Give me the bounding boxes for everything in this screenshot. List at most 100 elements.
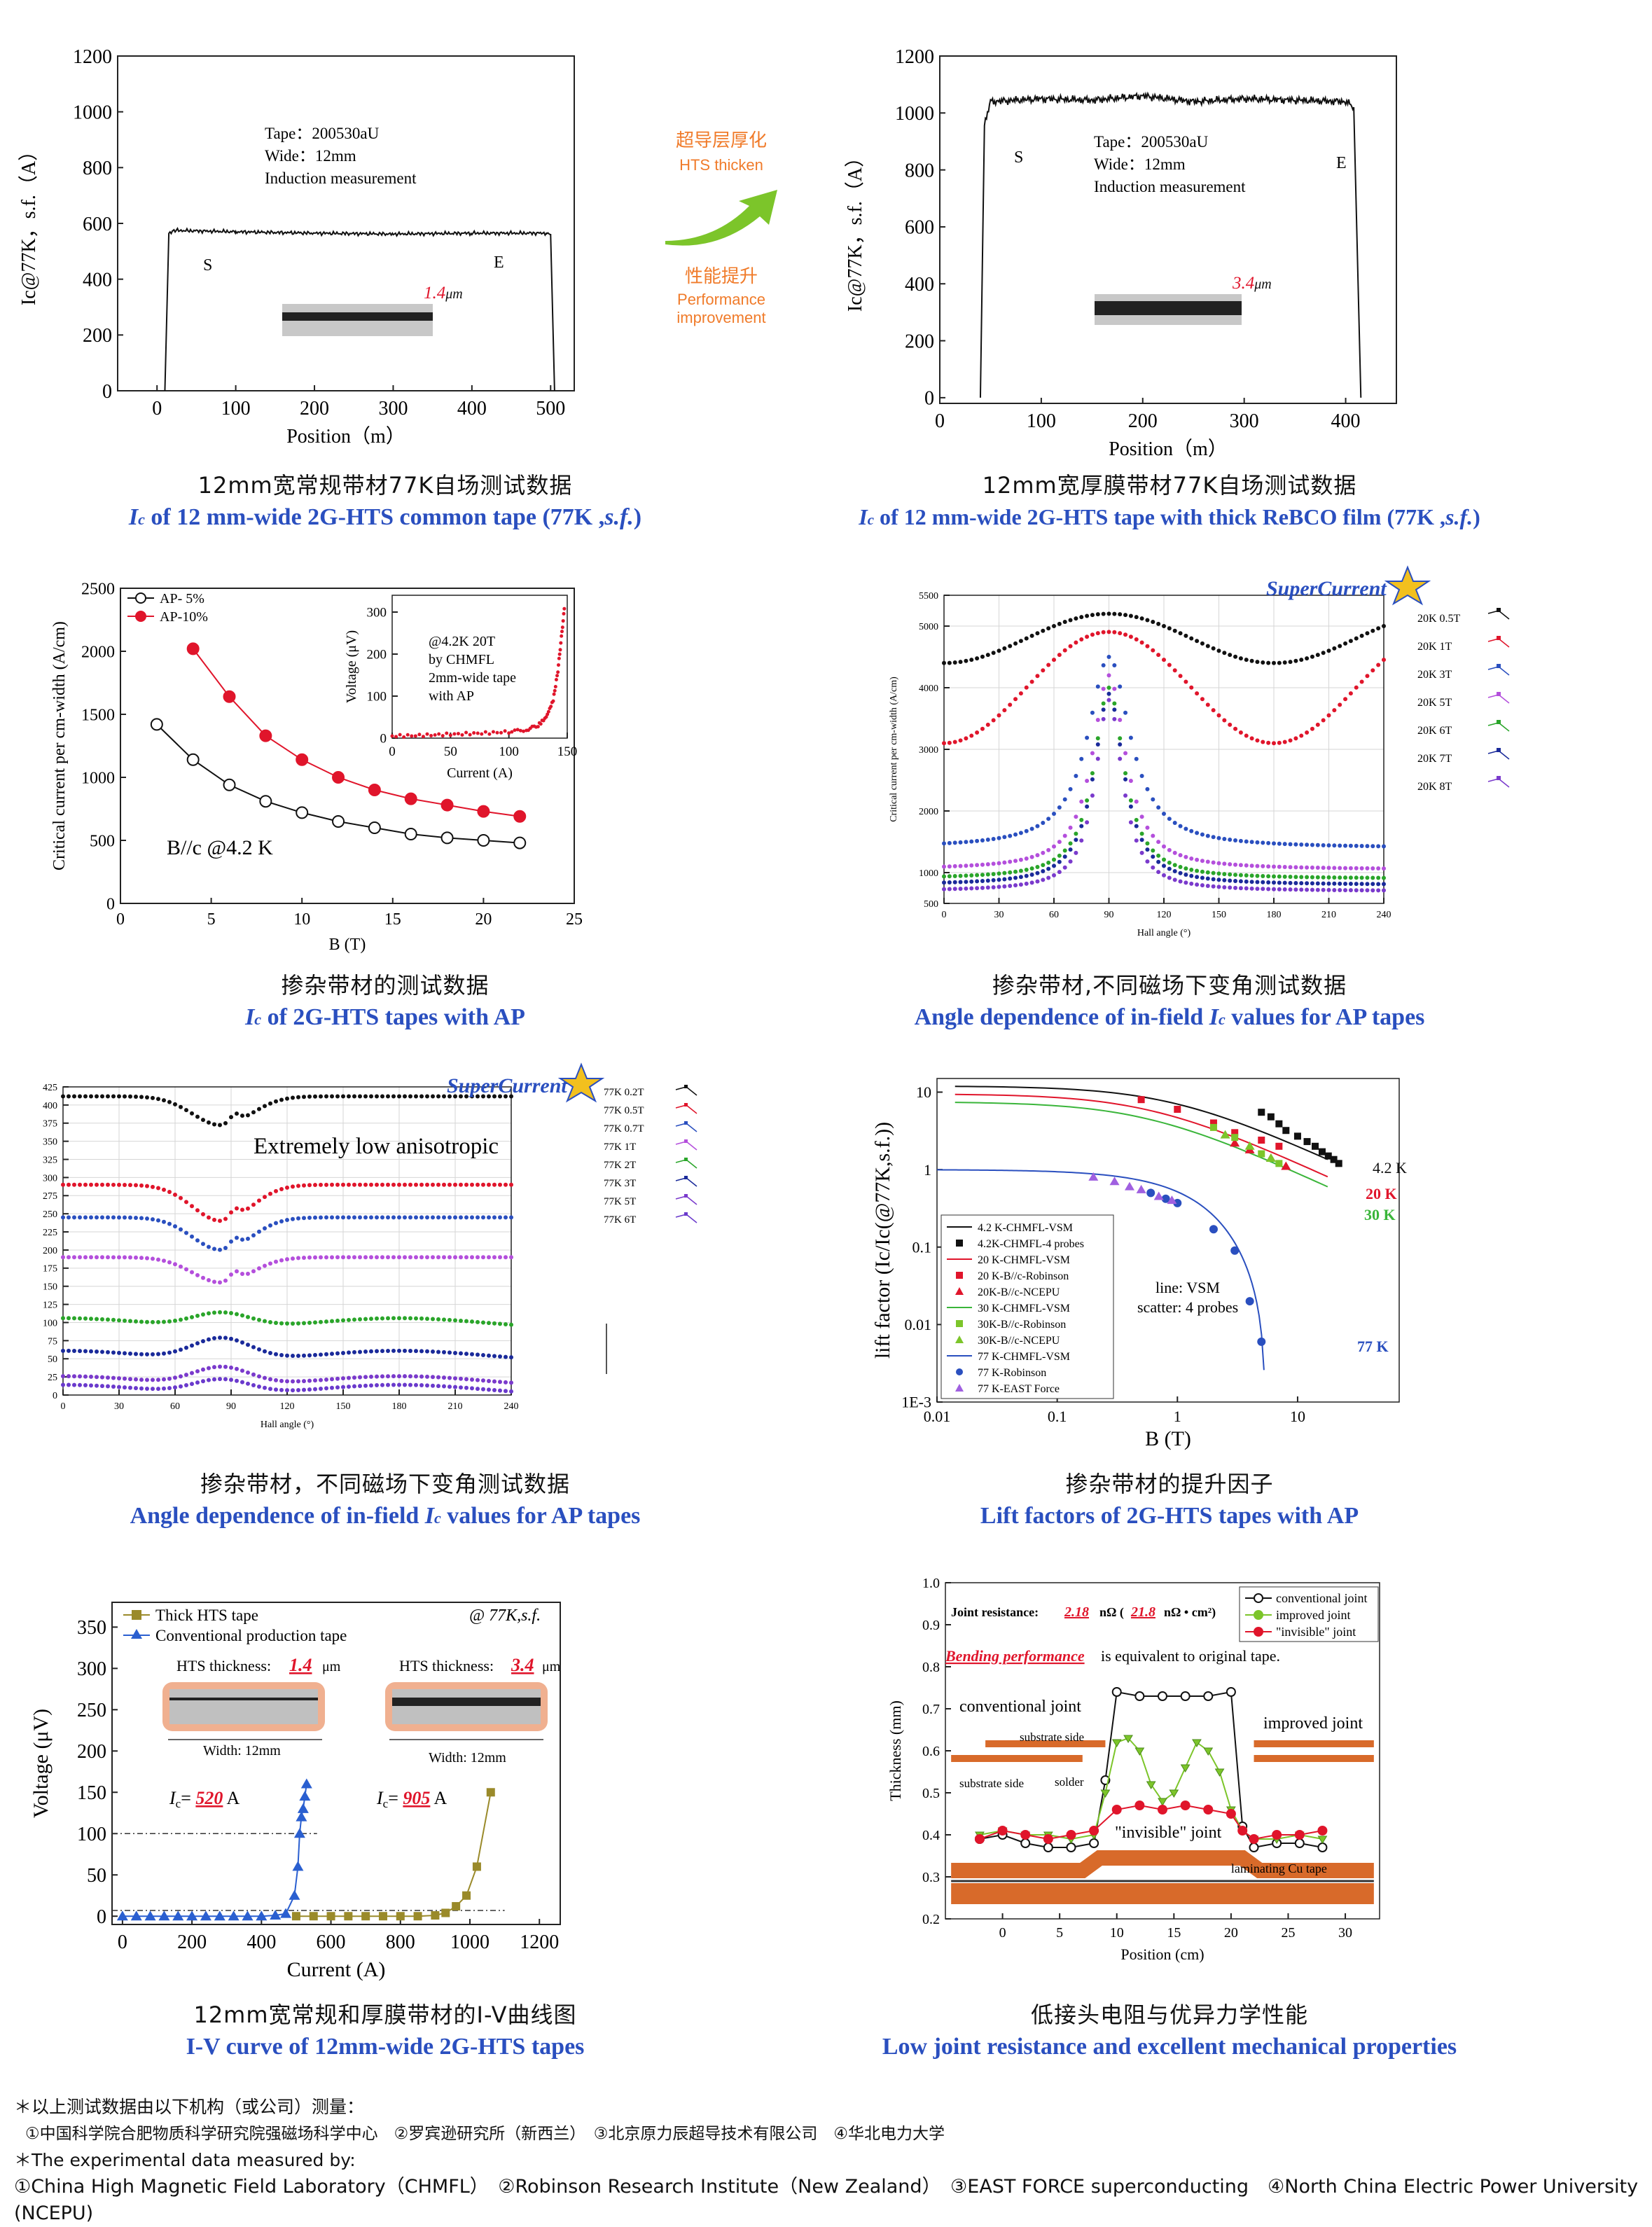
angle-77k-point-3-198: [431, 1255, 435, 1260]
angle-77k-point-2-192: [419, 1215, 424, 1220]
angle-20k-point-0-147: [1211, 646, 1216, 651]
angle-77k-point-1-126: [296, 1184, 300, 1188]
ap-inset-point-10-4: [558, 648, 562, 652]
ic-thick-e-label: E: [1336, 154, 1347, 172]
angle-20k-point-0-195: [1299, 658, 1304, 662]
iv-ytick-label-5: 250: [77, 1700, 106, 1721]
angle-77k-point-6-135: [313, 1378, 317, 1383]
iv-thick-point-9: [441, 1908, 450, 1917]
angle-20k-ytick-label-6: 5500: [919, 591, 938, 602]
iv-ytick-label-1: 50: [87, 1865, 106, 1887]
angle-77k-xtick-label-1: 30: [114, 1401, 124, 1412]
angle-77k-point-5-228: [487, 1353, 491, 1358]
angle-77k-point-1-30: [117, 1182, 121, 1187]
angle-77k-point-0-219: [470, 1094, 474, 1099]
angle-77k-point-2-18: [95, 1215, 99, 1220]
ic-common-series-line: [164, 226, 555, 391]
angle-77k-point-7-189: [414, 1382, 418, 1387]
lift-legend-label-3: 20 K-B//c-Robinson: [978, 1270, 1069, 1282]
angle-20k-xtick-label-8: 240: [1377, 910, 1391, 920]
angle-20k-point-2-66: [1062, 797, 1067, 802]
ap-field-point-0-6: [368, 821, 381, 834]
angle-20k-point-1-42: [1018, 691, 1023, 696]
angle-77k-point-6-240: [509, 1380, 513, 1385]
angle-20k-point-1-39: [1013, 697, 1018, 702]
angle-77k-ytick-label-2: 50: [48, 1354, 57, 1365]
angle-20k-point-6-147: [1211, 884, 1216, 889]
angle-20k-point-6-222: [1348, 888, 1353, 893]
angle-77k-legend-6: 77K 5T: [604, 1196, 636, 1207]
angle-20k-point-4-42: [1018, 868, 1023, 873]
angle-77k-point-4-81: [212, 1310, 216, 1315]
angle-20k-point-2-138: [1195, 831, 1200, 835]
angle-77k-point-5-216: [464, 1352, 468, 1357]
angle-20k-point-5-120: [1162, 863, 1166, 868]
angle-77k-point-2-36: [128, 1215, 132, 1220]
angle-20k-point-1-75: [1079, 637, 1084, 642]
angle-20k-ytick-label-5: 5000: [919, 622, 938, 632]
angle-20k-point-5-222: [1348, 882, 1353, 887]
angle-77k-point-2-51: [156, 1218, 160, 1223]
lift-xtick-label-2: 1: [1174, 1408, 1181, 1425]
angle-20k-point-6-150: [1216, 884, 1221, 889]
angle-77k-point-6-234: [498, 1380, 502, 1385]
angle-77k-legend-1: 77K 0.5T: [604, 1105, 644, 1116]
angle-77k-point-6-21: [100, 1375, 104, 1380]
ic-common-xtick-label-5: 500: [536, 398, 565, 419]
angle-20k-point-6-117: [1156, 870, 1161, 875]
ap-inset-point-3-5: [480, 732, 484, 736]
angle-20k-point-6-132: [1184, 880, 1188, 885]
ic-thick-xtick-label-4: 400: [1331, 410, 1361, 432]
angle-77k-point-1-198: [431, 1182, 435, 1187]
angle-77k-point-6-117: [279, 1378, 284, 1383]
angle-77k-point-6-48: [151, 1378, 155, 1382]
angle-20k-point-2-177: [1266, 840, 1271, 845]
angle-20k-point-4-231: [1365, 875, 1370, 880]
angle-77k-point-0-228: [487, 1094, 491, 1099]
angle-20k-point-1-36: [1008, 702, 1013, 707]
caption-5: 掺杂带材，不同磁场下变角测试数据 Angle dependence of in-…: [0, 1466, 770, 1529]
angle-77k-point-1-213: [459, 1182, 463, 1187]
angle-20k-point-6-24: [985, 885, 990, 890]
angle-20k-point-1-33: [1002, 708, 1007, 713]
angle-20k-point-5-216: [1338, 881, 1342, 886]
angle-77k-point-7-219: [470, 1386, 474, 1391]
angle-20k-point-6-237: [1376, 888, 1381, 893]
angle-20k-point-4-15: [969, 873, 974, 878]
angle-20k-point-3-51: [1035, 853, 1040, 858]
angle-77k-point-2-228: [487, 1215, 491, 1220]
iv-conv-point-13: [289, 1889, 300, 1900]
iv-conv-point-15: [293, 1828, 305, 1838]
tape-thick-diagram: [1095, 294, 1242, 325]
angle-77k-point-4-144: [330, 1319, 334, 1324]
angle-77k-point-7-18: [95, 1383, 99, 1388]
angle-77k-point-5-207: [447, 1350, 452, 1355]
angle-77k-point-7-180: [397, 1382, 401, 1387]
caption-7-en: I-V curve of 12mm-wide 2G-HTS tapes: [186, 2034, 585, 2060]
angle-77k-point-7-105: [257, 1385, 261, 1389]
angle-20k-point-1-135: [1189, 685, 1194, 690]
angle-77k-point-7-33: [123, 1385, 127, 1390]
angle-20k-point-5-180: [1272, 880, 1276, 885]
angle-77k-point-4-45: [145, 1319, 149, 1324]
caption-5-en: Angle dependence of in-field Ic values f…: [130, 1503, 641, 1529]
ic-thick-ytick-label-2: 400: [905, 274, 934, 296]
angle-20k-point-0-162: [1238, 656, 1243, 661]
lift-ylabel: lift factor (Ic/Ic(@77K,s.f.)): [871, 1122, 894, 1359]
angle-20k-point-5-63: [1057, 859, 1062, 864]
ap-field-point-0-0: [150, 718, 163, 731]
angle-20k-point-1-234: [1370, 668, 1375, 673]
angle-20k-legend-1: 20K 1T: [1417, 641, 1452, 653]
iv-condition: @ 77K,s.f.: [469, 1607, 541, 1625]
angle-20k-point-6-201: [1310, 887, 1314, 892]
angle-77k-point-7-48: [151, 1387, 155, 1392]
angle-77k-point-2-237: [504, 1215, 508, 1220]
angle-20k-point-2-189: [1288, 842, 1293, 847]
angle-77k-point-7-159: [358, 1384, 362, 1389]
angle-20k-point-0-102: [1128, 613, 1133, 618]
joint-cu-top: [951, 1850, 1374, 1878]
ap-inset-point-1-2: [421, 735, 425, 739]
lift-xtick-label-0: 0.01: [924, 1408, 951, 1425]
angle-77k-point-5-240: [509, 1355, 513, 1360]
angle-20k-point-3-207: [1321, 866, 1326, 870]
